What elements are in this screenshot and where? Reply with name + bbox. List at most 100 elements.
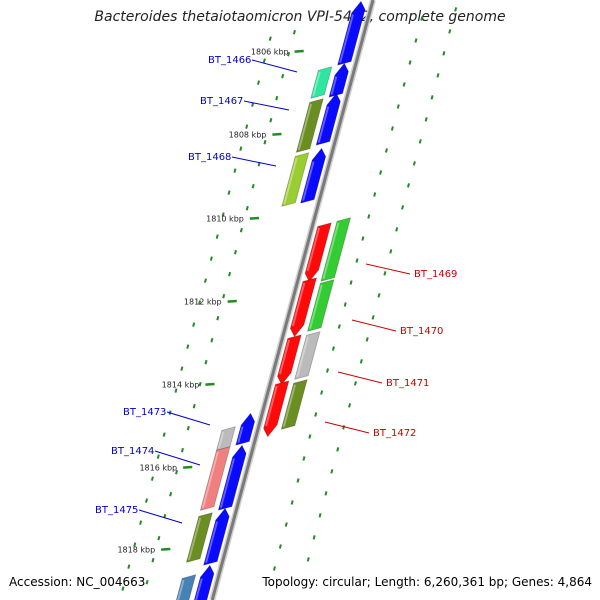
- ruler-tick: [161, 547, 171, 551]
- guide-dot: [320, 390, 324, 395]
- gene-feature-bt_1471-shine: [296, 336, 309, 378]
- guide-dot: [402, 82, 406, 87]
- gene-feature-bt_1470: [306, 279, 335, 332]
- guide-dot: [133, 542, 137, 547]
- guide-dot: [343, 302, 347, 307]
- guide-dot: [383, 271, 387, 276]
- guide-dot: [287, 51, 291, 57]
- ruler-tick: [249, 216, 260, 220]
- guide-dot: [239, 146, 243, 151]
- guide-dot: [377, 293, 381, 298]
- accession-label: Accession: NC_004663: [9, 575, 146, 589]
- guide-dot: [150, 476, 154, 481]
- guide-dot: [324, 491, 328, 496]
- guide-dot: [198, 381, 202, 387]
- guide-dot: [180, 366, 184, 371]
- cds-forward-block-shine: [317, 106, 330, 143]
- gene-leader-bt_1470: [351, 319, 397, 332]
- cds-forward-block-shine: [219, 458, 235, 508]
- cds-forward-block: [300, 147, 327, 204]
- guide-dot: [408, 60, 412, 65]
- gene-label-bt_1470: BT_1470: [400, 326, 443, 337]
- guide-dot: [192, 403, 196, 409]
- guide-dot: [221, 212, 225, 217]
- ruler-label: 1812 kbp: [184, 298, 222, 307]
- map-title: Bacteroides thetaiotaomicron VPI-5482, c…: [94, 9, 506, 25]
- cds-reverse-block-shine: [279, 339, 291, 375]
- guide-dot: [215, 234, 219, 239]
- cds-forward-block: [193, 564, 215, 600]
- gene-feature-bt_1468: [281, 152, 310, 207]
- guide-dot: [359, 359, 363, 364]
- guide-dot: [412, 161, 416, 166]
- guide-dot: [209, 256, 213, 261]
- cds-reverse-block: [289, 277, 318, 338]
- guide-dot: [228, 271, 232, 277]
- guide-dot: [336, 447, 340, 452]
- guide-dot: [245, 205, 249, 211]
- guide-dot: [337, 324, 341, 329]
- gene-leader-bt_1468: [231, 156, 277, 167]
- gene-feature-bt_1472-shine: [282, 384, 296, 428]
- gene-leader-bt_1469: [365, 263, 411, 275]
- guide-dot: [216, 315, 220, 321]
- guide-dot: [331, 346, 335, 351]
- gene-feature-bt_1475: [185, 512, 213, 563]
- ruler-tick: [294, 49, 304, 53]
- guide-dot: [390, 126, 394, 131]
- guide-dot: [263, 139, 267, 145]
- guide-dot: [222, 293, 226, 299]
- guide-dot: [342, 425, 346, 430]
- guide-dot: [174, 388, 178, 393]
- cds-forward-block: [315, 92, 341, 146]
- guide-dot: [157, 535, 161, 541]
- ruler-tick: [183, 465, 193, 469]
- cds-forward-block: [328, 62, 349, 98]
- gene-label-bt_1471: BT_1471: [386, 378, 429, 389]
- gene-leader-bt_1475: [138, 509, 183, 524]
- guide-dot: [330, 469, 334, 474]
- guide-dot: [127, 564, 131, 569]
- gene-leader-bt_1472: [324, 421, 370, 434]
- gene-label-bt_1472: BT_1472: [373, 428, 416, 439]
- gene-feature-partial-shine: [177, 579, 185, 600]
- guide-dot: [139, 520, 143, 525]
- guide-dot: [251, 183, 255, 189]
- guide-dot: [436, 73, 440, 78]
- guide-dot: [302, 456, 306, 461]
- guide-dot: [272, 566, 276, 571]
- cds-forward-block-shine: [330, 76, 338, 95]
- guide-dot: [406, 183, 410, 188]
- guide-dot: [365, 337, 369, 342]
- guide-dot: [269, 117, 273, 123]
- guide-dot: [296, 478, 300, 483]
- gene-label-bt_1467: BT_1467: [200, 96, 243, 107]
- guide-dot: [384, 148, 388, 153]
- guide-dot: [151, 557, 155, 563]
- guide-dot: [198, 300, 202, 305]
- ruler-label: 1808 kbp: [229, 131, 267, 140]
- guide-dot: [395, 227, 399, 232]
- ruler-label: 1810 kbp: [206, 215, 244, 224]
- ruler-label: 1818 kbp: [117, 546, 155, 555]
- backbone-line: [210, 0, 375, 600]
- guide-dot: [245, 124, 249, 129]
- gene-layer: [175, 0, 366, 600]
- guide-dot: [430, 95, 434, 100]
- cds-forward-block-shine: [302, 161, 315, 201]
- guide-dot: [203, 278, 207, 283]
- gene-feature-bt_1471: [294, 331, 321, 380]
- cds-reverse-block: [263, 380, 290, 438]
- guide-dot: [420, 16, 424, 21]
- cds-reverse-block-shine: [291, 282, 306, 327]
- gene-label-bt_1469: BT_1469: [414, 269, 457, 280]
- guide-dot: [204, 359, 208, 365]
- guide-dot: [373, 192, 377, 197]
- cds-forward-block-shine: [205, 521, 219, 563]
- guide-dot: [314, 412, 318, 417]
- guide-dot: [353, 381, 357, 386]
- guide-dot: [454, 7, 458, 12]
- guide-dot: [257, 80, 261, 85]
